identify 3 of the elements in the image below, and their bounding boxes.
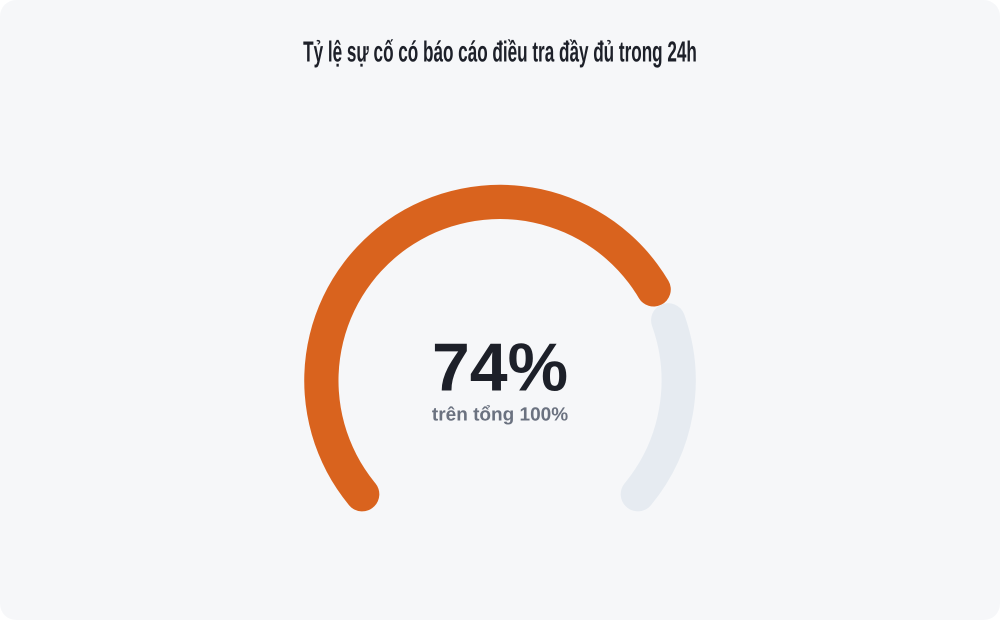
text: trên tổng 100%	[432, 404, 568, 426]
text: 74%	[432, 330, 568, 406]
chart-title: Tỷ lệ sự cố có báo cáo điều tra đầy đủ trong 24h	[303, 36, 697, 69]
